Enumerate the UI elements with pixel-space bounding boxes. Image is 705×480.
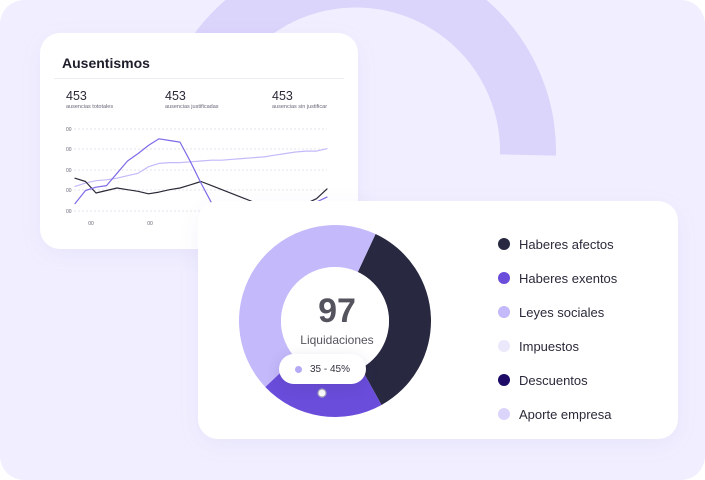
legend-item[interactable]: Descuentos [498, 363, 617, 397]
legend-item[interactable]: Impuestos [498, 329, 617, 363]
legend-label: Haberes exentos [519, 270, 618, 286]
slice-handle-icon[interactable] [317, 388, 327, 398]
legend-swatch [498, 408, 510, 420]
stat-unjustified-value: 453 [272, 89, 293, 103]
payroll-legend: Haberes afectos Haberes exentos Leyes soci… [498, 227, 617, 431]
stat-justified-label: ausencias justificadas [165, 104, 219, 110]
stat-unjustified-label: ausencias sin justificar [272, 104, 328, 110]
legend-item[interactable]: Leyes sociales [498, 295, 617, 329]
legend-label: Haberes afectos [519, 236, 614, 252]
x-tick-label: 00 [147, 221, 153, 227]
stat-total: 453 ausencias tototales [66, 89, 113, 111]
divider [54, 78, 344, 79]
legend-label: Impuestos [519, 338, 579, 354]
legend-label: Descuentos [519, 372, 588, 388]
legend-swatch [498, 238, 510, 250]
absences-title: Ausentismos [62, 55, 150, 71]
payroll-card: 97 Liquidaciones 35 - 45% Haberes afecto… [198, 201, 678, 439]
y-tick-label: 00 [66, 127, 72, 133]
y-tick-label: 00 [66, 209, 72, 215]
tooltip-dot-icon [294, 365, 302, 373]
y-tick-label: 00 [66, 147, 72, 153]
donut-slice-haberes-afectos[interactable] [357, 233, 431, 405]
series-line-violet [74, 138, 328, 211]
legend-swatch [498, 272, 510, 284]
donut-hole [281, 267, 389, 375]
legend-item[interactable]: Haberes exentos [498, 261, 617, 295]
legend-label: Leyes sociales [519, 304, 605, 320]
tooltip-range: 35 - 45% [309, 363, 351, 375]
stat-justified-value: 453 [165, 89, 186, 103]
legend-item[interactable]: Aporte empresa [498, 397, 617, 431]
stat-total-label: ausencias tototales [66, 104, 114, 110]
stat-unjustified: 453 ausencias sin justificar [272, 89, 327, 111]
legend-label: Aporte empresa [519, 406, 612, 422]
donut-slice-leyes-sociales[interactable] [239, 225, 376, 387]
legend-item[interactable]: Haberes afectos [498, 227, 617, 261]
series-line-light [74, 148, 328, 187]
stat-justified: 453 ausencias justificadas [165, 89, 219, 111]
y-tick-label: 00 [66, 168, 72, 174]
legend-swatch [498, 374, 510, 386]
donut-center-label: Liquidaciones [300, 333, 374, 347]
donut-center-value: 97 [318, 292, 356, 330]
slice-tooltip: 35 - 45% [279, 354, 366, 384]
x-tick-label: 00 [88, 221, 94, 227]
y-tick-label: 00 [66, 188, 72, 194]
legend-swatch [498, 340, 510, 352]
legend-swatch [498, 306, 510, 318]
stat-total-value: 453 [66, 89, 87, 103]
